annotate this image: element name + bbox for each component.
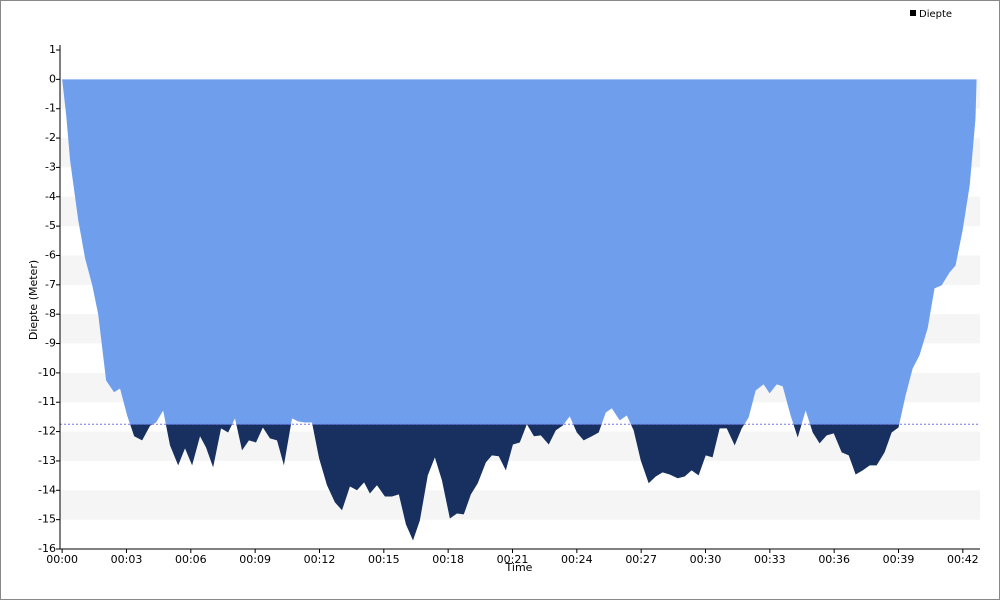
y-tick-label: -8 — [45, 307, 56, 320]
x-tick-label: 00:33 — [754, 553, 786, 566]
y-tick-label: -3 — [45, 160, 56, 173]
x-tick-label: 00:12 — [304, 553, 336, 566]
y-tick-label: -2 — [45, 131, 56, 144]
x-tick-label: 00:36 — [818, 553, 850, 566]
y-tick-label: -4 — [45, 190, 56, 203]
x-tick-label: 00:42 — [947, 553, 979, 566]
y-tick-label: -16 — [38, 542, 56, 555]
y-axis-label: Diepte (Meter) — [27, 260, 40, 340]
stripe — [60, 490, 980, 520]
y-tick-label: -11 — [38, 395, 56, 408]
x-tick-label: 00:09 — [239, 553, 271, 566]
x-tick-label: 00:18 — [432, 553, 464, 566]
depth-area — [62, 79, 977, 541]
legend-swatch — [910, 10, 916, 16]
y-tick-label: -15 — [38, 513, 56, 526]
x-tick-label: 00:06 — [175, 553, 207, 566]
y-tick-label: -5 — [45, 219, 56, 232]
y-tick-label: -6 — [45, 248, 56, 261]
y-tick-label: 1 — [49, 43, 56, 56]
y-tick-label: -14 — [38, 483, 56, 496]
y-tick-label: -13 — [38, 454, 56, 467]
x-tick-label: 00:15 — [368, 553, 400, 566]
legend-label: Diepte — [919, 9, 952, 20]
x-axis-label: Time — [505, 561, 533, 574]
x-tick-label: 00:00 — [46, 553, 78, 566]
y-tick-label: -12 — [38, 425, 56, 438]
y-tick-label: -1 — [45, 102, 56, 115]
y-tick-label: 0 — [49, 72, 56, 85]
x-tick-label: 00:21 — [497, 553, 529, 566]
x-tick-label: 00:30 — [690, 553, 722, 566]
y-tick-label: -10 — [38, 366, 56, 379]
x-tick-label: 00:03 — [111, 553, 143, 566]
x-tick-label: 00:27 — [625, 553, 657, 566]
y-tick-label: -9 — [45, 337, 56, 350]
x-tick-label: 00:24 — [561, 553, 593, 566]
x-tick-label: 00:39 — [883, 553, 915, 566]
y-tick-label: -7 — [45, 278, 56, 291]
